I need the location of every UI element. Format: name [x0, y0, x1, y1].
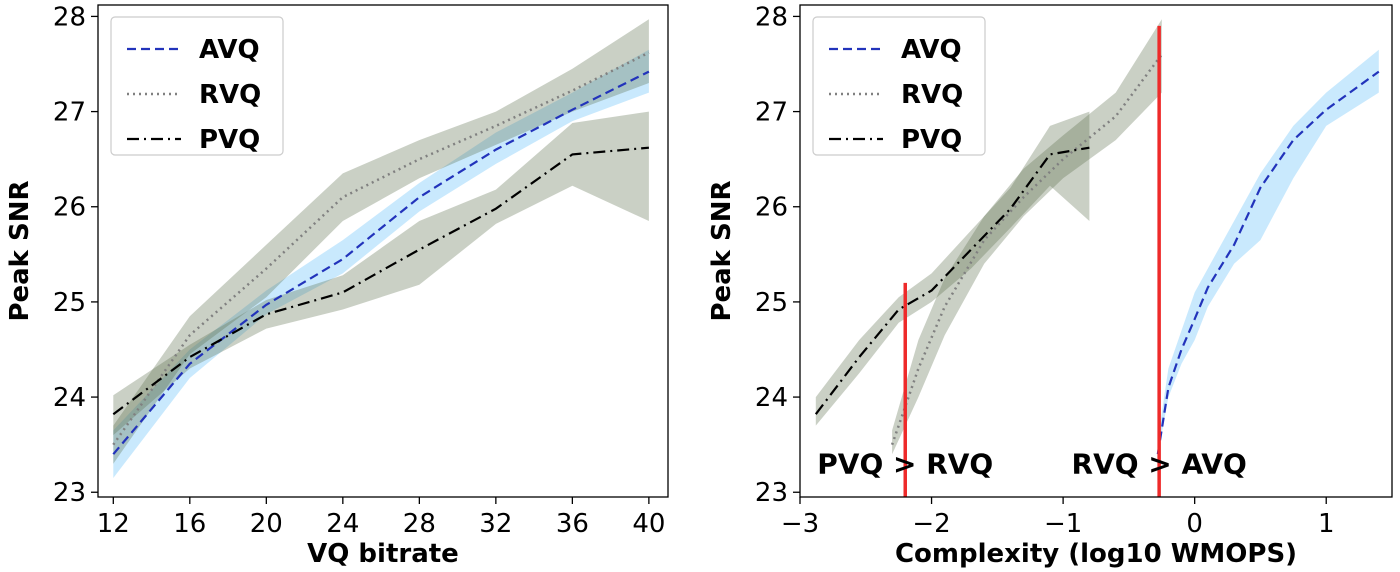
legend-label-rvq: RVQ [199, 80, 261, 110]
legend-box [812, 16, 986, 156]
x-axis-label: VQ bitrate [307, 539, 459, 569]
x-tick-label: −1 [1044, 509, 1082, 539]
x-tick-label: 1 [1318, 509, 1335, 539]
series-line-pvq [112, 146, 649, 416]
axes-frame [97, 4, 669, 498]
y-tick-label: 23 [53, 478, 86, 508]
x-tick-label: 40 [632, 509, 665, 539]
x-tick-label: 12 [97, 509, 130, 539]
legend-label-rvq: RVQ [901, 80, 963, 110]
series-line-pvq [814, 146, 1090, 415]
x-tick-label: 16 [173, 509, 206, 539]
y-tick-label: 24 [755, 383, 788, 413]
y-tick-label: 23 [755, 478, 788, 508]
x-tick-label: 32 [479, 509, 512, 539]
y-tick-label: 25 [755, 288, 788, 318]
legend-box [110, 16, 284, 156]
plot-area [814, 19, 1380, 497]
y-tick-label: 27 [755, 98, 788, 128]
y-tick-label: 26 [53, 193, 86, 223]
x-tick-label: −3 [781, 509, 819, 539]
annotation-label-0: PVQ > RVQ [817, 448, 993, 481]
confidence-band-rvq [892, 19, 1162, 455]
right-chart-panel: PVQ > RVQ RVQ > AVQ −3 −2 −1 0 1 23 24 25 26 27 28 Co… [707, 2, 1393, 569]
x-axis-label: Complexity (log10 WMOPS) [895, 539, 1297, 569]
y-axis-label: Peak SNR [5, 180, 35, 321]
series-line-avq [1156, 70, 1380, 455]
axes-frame [799, 4, 1393, 498]
y-axis-label: Peak SNR [707, 180, 737, 321]
legend-label-pvq: PVQ [901, 125, 962, 155]
x-tick-label: 36 [556, 509, 589, 539]
confidence-band-pvq [113, 111, 649, 436]
y-tick-label: 27 [53, 98, 86, 128]
y-tick-label: 26 [755, 193, 788, 223]
series-line-rvq [890, 53, 1163, 446]
x-tick-label: −2 [912, 509, 950, 539]
series-line-rvq [112, 51, 650, 446]
x-tick-label: 28 [403, 509, 436, 539]
series-line-avq [112, 70, 650, 455]
x-tick-label: 24 [326, 509, 359, 539]
annotation-label-1: RVQ > AVQ [1072, 448, 1247, 481]
legend-label-avq: AVQ [901, 35, 962, 65]
y-tick-label: 28 [755, 2, 788, 32]
x-tick-label: 20 [250, 509, 283, 539]
y-tick-label: 25 [53, 288, 86, 318]
confidence-band-avq [113, 49, 649, 478]
confidence-band-avq [1157, 49, 1379, 455]
legend-label-pvq: PVQ [199, 125, 260, 155]
plot-area [112, 19, 650, 478]
x-tick-label: 0 [1186, 509, 1203, 539]
confidence-band-rvq [113, 19, 649, 464]
legend-label-avq: AVQ [199, 35, 260, 65]
y-tick-label: 28 [53, 2, 86, 32]
y-tick-label: 24 [53, 383, 86, 413]
